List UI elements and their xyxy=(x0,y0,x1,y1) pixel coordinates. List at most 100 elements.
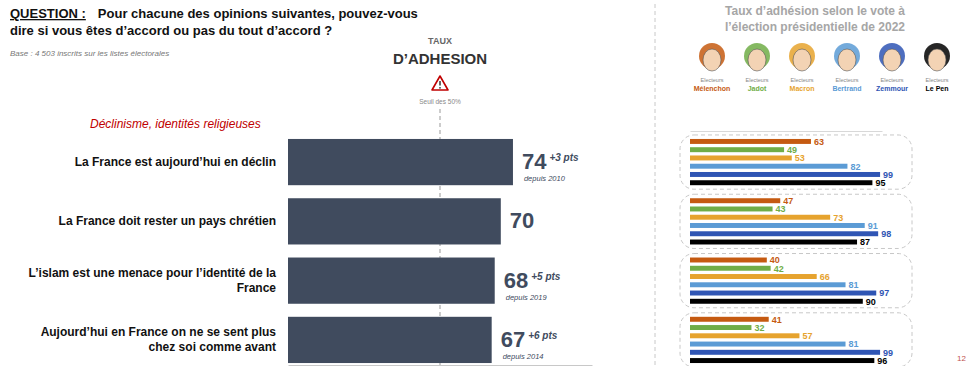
bar xyxy=(690,231,878,236)
warning-bar xyxy=(439,81,441,86)
title: Taux d’adhésion selon le vote àl’électio… xyxy=(725,4,905,34)
data-label: 95 xyxy=(875,178,885,188)
group-label: Déclinisme, identités religieuses xyxy=(90,117,261,131)
data-label: 70 xyxy=(510,208,534,233)
data-label: 57 xyxy=(802,331,812,341)
change-since: depuis 2019 xyxy=(506,293,548,302)
data-label: 42 xyxy=(774,264,784,274)
change-since: depuis 2010 xyxy=(524,174,566,183)
bar xyxy=(288,317,492,363)
background xyxy=(0,0,979,366)
data-label: 66 xyxy=(820,272,830,282)
bar xyxy=(690,258,767,263)
legend-item: Electeurs Macron xyxy=(789,43,815,92)
legend-label: Zemmour xyxy=(876,85,908,92)
legend-item: ElecteursZemmour xyxy=(876,43,908,92)
legend-label: Electeurs xyxy=(791,77,814,83)
bar xyxy=(690,282,846,287)
bar xyxy=(690,266,771,271)
legend-label: Electeurs xyxy=(836,77,859,83)
bar xyxy=(690,274,817,279)
subtitle: Pour chacune des opinions suivantes, pou… xyxy=(10,6,418,38)
bar xyxy=(690,198,780,203)
change-label: +5 pts xyxy=(531,271,561,282)
bar xyxy=(690,240,857,245)
legend-icon-face xyxy=(793,49,811,71)
bar xyxy=(690,164,847,169)
separator xyxy=(655,4,656,366)
data-label: 87 xyxy=(860,237,870,247)
legend-label: Mélenchon xyxy=(694,85,731,92)
data-label: 81 xyxy=(849,280,859,290)
data-label: 96 xyxy=(877,356,887,366)
bar xyxy=(690,206,773,211)
data-label: 81 xyxy=(849,339,859,349)
legend-item: Electeurs Jadot xyxy=(744,43,770,92)
bar xyxy=(690,358,874,363)
warning-dot xyxy=(439,87,441,89)
category-label: Aujourd’hui en France on ne se sent plus… xyxy=(41,325,277,354)
note: Base : 4 503 inscrits sur les listes éle… xyxy=(10,49,169,58)
bar xyxy=(288,258,495,304)
data-label: 91 xyxy=(868,221,878,231)
data-label: 53 xyxy=(795,153,805,163)
axis-label: TAUX xyxy=(428,36,452,46)
bar xyxy=(690,342,846,347)
bar xyxy=(690,215,830,220)
bar xyxy=(690,291,876,296)
bar xyxy=(288,198,501,244)
bar xyxy=(690,180,872,185)
legend-label: Electeurs xyxy=(926,77,949,83)
data-label: 68 xyxy=(504,268,528,293)
legend-icon-face xyxy=(928,49,946,71)
bar xyxy=(690,172,880,177)
legend-label: Macron xyxy=(790,85,815,92)
legend-icon-face xyxy=(748,49,766,71)
group-outline xyxy=(680,194,912,248)
data-label: 74 xyxy=(522,149,547,174)
bars xyxy=(288,139,513,363)
axis-line xyxy=(289,365,593,366)
data-label: 82 xyxy=(850,162,860,172)
legend-label: Electeurs xyxy=(701,77,724,83)
bar xyxy=(690,139,811,144)
data-label: 43 xyxy=(776,204,786,214)
bar xyxy=(690,223,865,228)
legend-item: ElecteursBertrand xyxy=(832,43,861,92)
legend-label: Electeurs xyxy=(746,77,769,83)
bar xyxy=(690,299,863,304)
chart-root: QUESTION :Pour chacune des opinions suiv… xyxy=(0,0,979,366)
bar xyxy=(690,317,769,322)
data-label: 73 xyxy=(833,213,843,223)
data-label: 97 xyxy=(879,288,889,298)
legend-icon-face xyxy=(703,49,721,71)
bar xyxy=(690,325,751,330)
category-label: La France doit rester un pays chrétien xyxy=(59,214,276,228)
data-label: 67 xyxy=(501,327,525,352)
page-number: 12 xyxy=(957,354,966,363)
x-axis xyxy=(691,131,883,132)
change-since: depuis 2014 xyxy=(503,352,544,361)
threshold-label: Seuil des 50% xyxy=(419,98,461,105)
warning-icon xyxy=(432,76,448,90)
bar xyxy=(288,139,513,185)
change-label: +3 pts xyxy=(549,152,579,163)
legend-item: Electeurs Mélenchon xyxy=(694,43,731,92)
group-outline xyxy=(680,313,912,366)
category-label: La France est aujourd’hui en déclin xyxy=(75,155,276,169)
data-label: 98 xyxy=(881,229,891,239)
bar xyxy=(690,350,880,355)
category-label: L’islam est une menace pour l’identité d… xyxy=(29,266,277,295)
axis-line xyxy=(691,131,883,132)
data-label: 41 xyxy=(772,315,782,325)
group-outline xyxy=(680,254,912,308)
legend-label: Le Pen xyxy=(926,85,949,92)
legend-icon-face xyxy=(838,49,856,71)
title: QUESTION : xyxy=(10,6,86,21)
data-label: 32 xyxy=(754,323,764,333)
legend-label: Jadot xyxy=(748,85,767,92)
axis-label: D’ADHESION xyxy=(393,50,487,67)
legend-icon-face xyxy=(883,49,901,71)
legend-item: Electeurs Le Pen xyxy=(924,43,950,92)
bar xyxy=(690,147,784,152)
